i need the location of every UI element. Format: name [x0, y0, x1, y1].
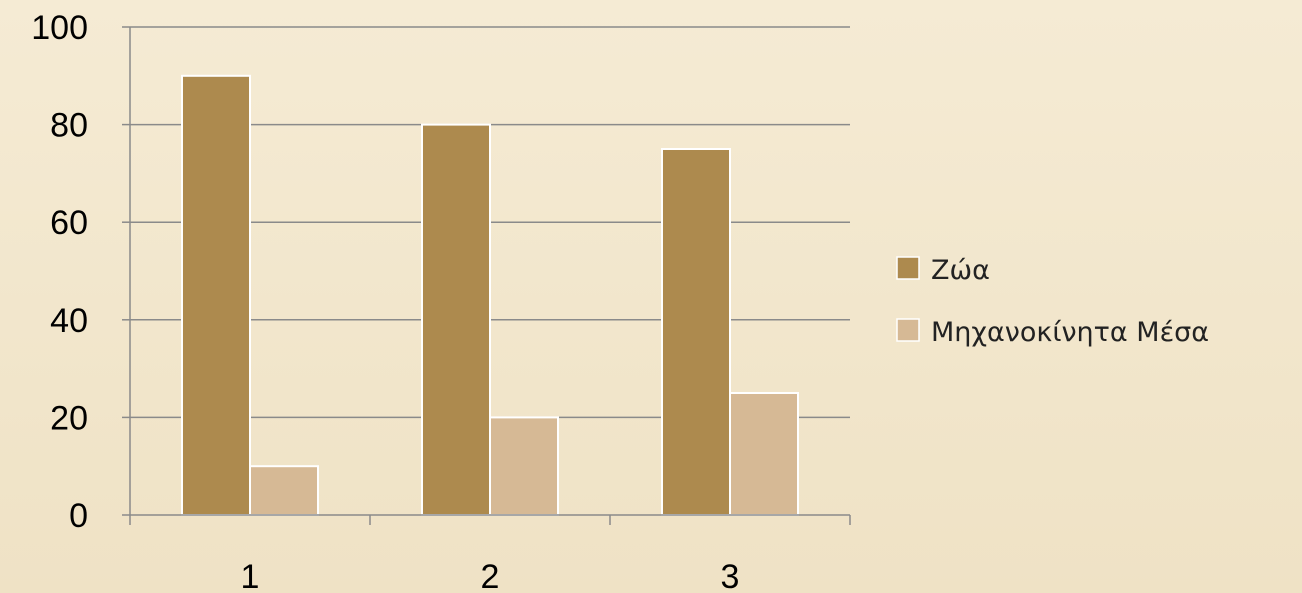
legend-label-1: Ζώα	[931, 255, 990, 286]
x-tick-label: 3	[721, 558, 740, 593]
axes	[122, 26, 851, 525]
x-tick-label: 2	[481, 558, 500, 593]
y-tick-label: 80	[50, 107, 88, 145]
bars	[181, 74, 799, 517]
y-tick-label: 0	[69, 497, 88, 535]
bar-series-1-cat-1	[181, 74, 251, 517]
legend-label-2: Μηχανοκίνητα Μέσα	[931, 317, 1209, 348]
tick-labels: 0 20 40 60 80 100 1 2 3	[31, 9, 739, 593]
y-tick-label: 20	[50, 399, 88, 437]
y-tick-label: 40	[50, 302, 88, 340]
y-tick-label: 60	[50, 204, 88, 242]
legend: Ζώα Μηχανοκίνητα Μέσα	[896, 255, 1209, 348]
y-tick-label: 100	[31, 9, 88, 47]
bar-series-2-cat-2	[489, 416, 559, 516]
bar-series-1-cat-3	[661, 148, 731, 516]
bar-series-2-cat-1	[249, 465, 319, 517]
legend-swatch-1	[896, 256, 920, 280]
bar-series-2-cat-3	[729, 392, 799, 516]
x-tick-label: 1	[241, 558, 260, 593]
bar-series-1-cat-2	[421, 123, 491, 516]
legend-swatch-2	[896, 318, 920, 342]
